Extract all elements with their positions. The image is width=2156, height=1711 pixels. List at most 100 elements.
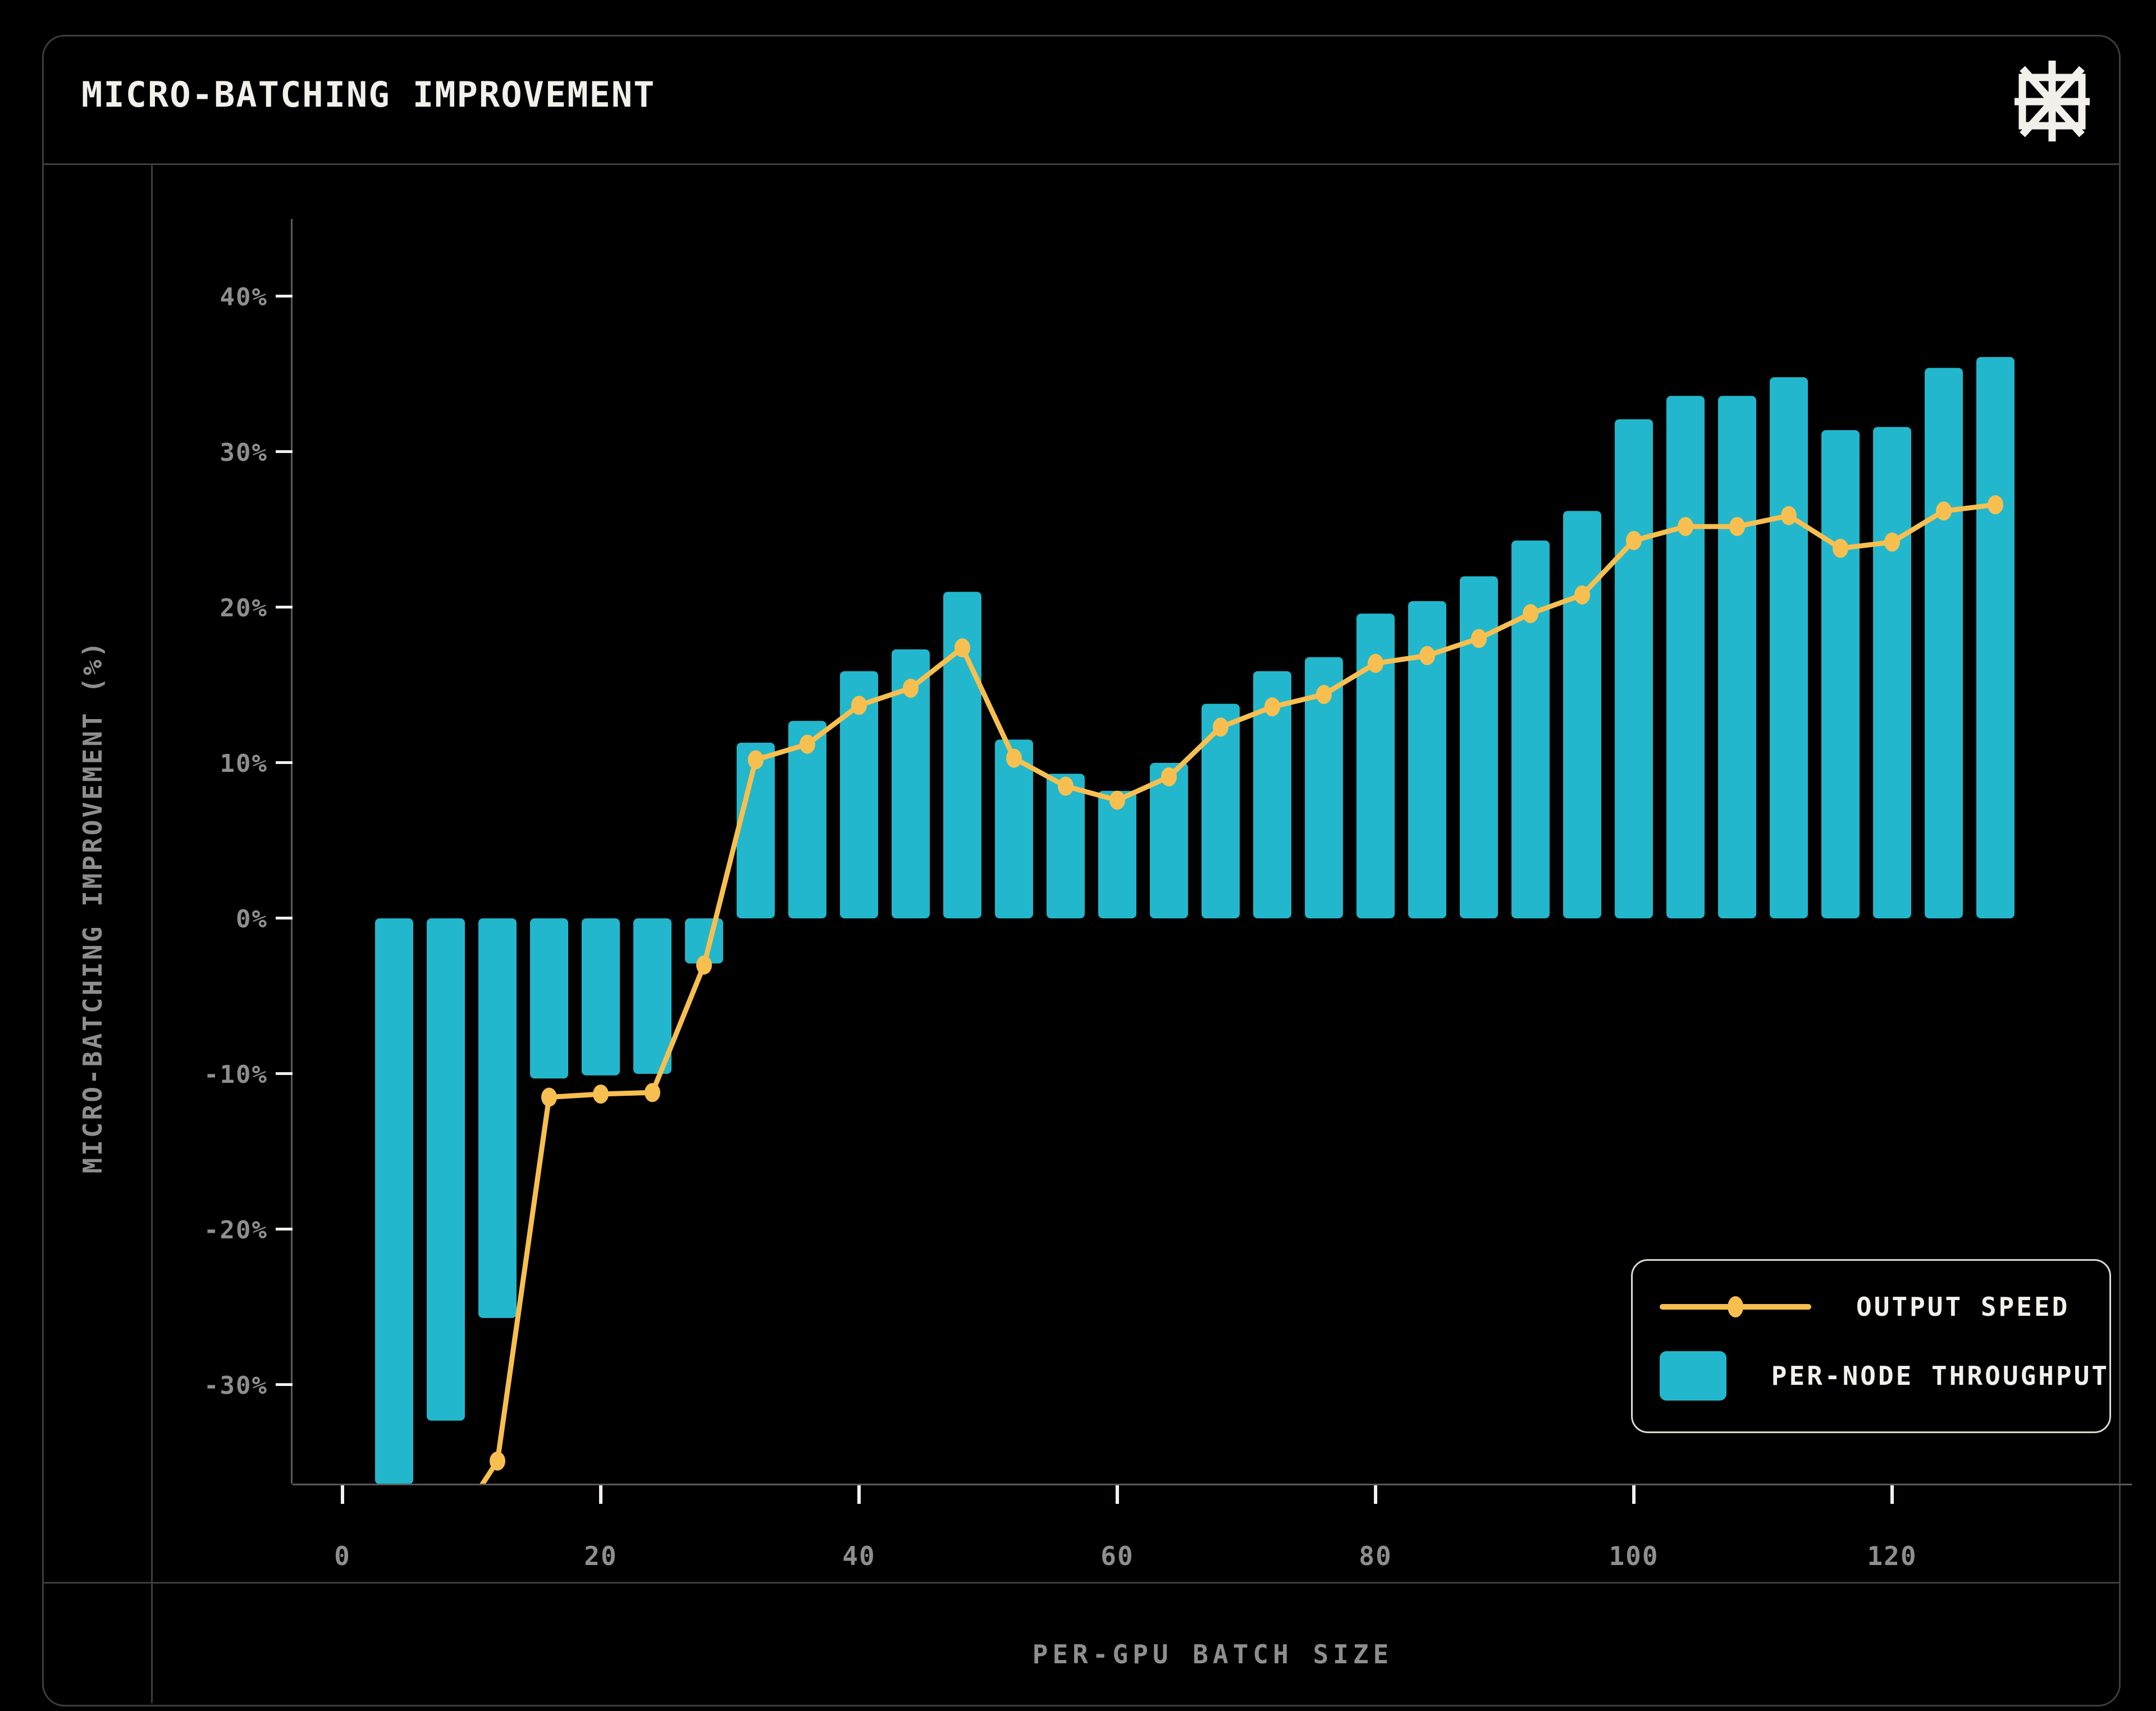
output-speed-point bbox=[1833, 538, 1848, 558]
throughput-bar bbox=[1408, 601, 1446, 918]
y-tick-mark bbox=[276, 761, 293, 764]
output-speed-point bbox=[1626, 530, 1642, 550]
throughput-bar bbox=[582, 918, 620, 1076]
y-tick-label: 0% bbox=[236, 905, 268, 934]
throughput-bar bbox=[1047, 774, 1085, 918]
throughput-bar bbox=[1976, 357, 2015, 918]
throughput-bar bbox=[840, 671, 878, 918]
output-speed-point bbox=[1781, 506, 1797, 525]
throughput-bar bbox=[1563, 511, 1601, 918]
output-speed-point bbox=[954, 638, 970, 658]
y-tick-mark bbox=[276, 1228, 293, 1230]
throughput-bar bbox=[788, 721, 826, 918]
x-tick-label: 60 bbox=[1100, 1541, 1134, 1571]
legend-item-per-node-throughput: PER-NODE THROUGHPUT bbox=[1660, 1351, 2109, 1401]
bar-swatch-icon bbox=[1660, 1351, 1726, 1401]
x-tick-mark bbox=[1116, 1485, 1119, 1504]
output-speed-point bbox=[1109, 790, 1125, 810]
throughput-bars bbox=[375, 357, 2015, 1484]
output-speed-point bbox=[748, 750, 764, 770]
output-speed-point bbox=[1884, 532, 1900, 552]
throughput-bar bbox=[1356, 614, 1395, 918]
throughput-bar bbox=[1821, 430, 1860, 918]
throughput-bar bbox=[1666, 396, 1705, 918]
x-tick-label: 0 bbox=[334, 1541, 351, 1571]
legend: OUTPUT SPEED PER-NODE THROUGHPUT bbox=[1631, 1259, 2111, 1433]
x-axis-spine bbox=[293, 1484, 2132, 1485]
throughput-bar bbox=[1718, 396, 1756, 918]
output-speed-point bbox=[1316, 685, 1332, 704]
output-speed-point bbox=[851, 696, 867, 715]
y-tick-mark bbox=[276, 295, 293, 298]
throughput-bar bbox=[633, 918, 672, 1074]
throughput-bar bbox=[1615, 419, 1653, 918]
throughput-bar bbox=[427, 918, 465, 1421]
x-axis-title: PER-GPU BATCH SIZE bbox=[1032, 1639, 1394, 1669]
y-tick-mark bbox=[276, 450, 293, 453]
y-tick-label: -20% bbox=[204, 1216, 268, 1245]
output-speed-point bbox=[1988, 495, 2003, 515]
output-speed-point bbox=[1264, 697, 1280, 717]
x-tick-mark bbox=[1890, 1485, 1894, 1504]
output-speed-point bbox=[593, 1085, 609, 1104]
output-speed-point bbox=[800, 734, 815, 754]
page-title: MICRO-BATCHING IMPROVEMENT bbox=[81, 74, 656, 115]
y-tick-label: 40% bbox=[220, 283, 268, 312]
y-axis-spine bbox=[291, 219, 293, 1484]
x-tick-label: 20 bbox=[584, 1541, 617, 1571]
y-tick-mark bbox=[276, 1072, 293, 1075]
throughput-bar bbox=[375, 918, 413, 1484]
left-guide-line bbox=[151, 163, 153, 1703]
output-speed-point bbox=[1058, 776, 1074, 796]
x-tick-mark bbox=[341, 1485, 344, 1504]
y-tick-label: -10% bbox=[204, 1060, 268, 1089]
throughput-bar bbox=[1098, 790, 1136, 918]
x-tick-mark bbox=[1632, 1485, 1636, 1504]
throughput-bar bbox=[892, 649, 930, 918]
line-dot-sample-icon bbox=[1660, 1296, 1811, 1317]
asterisk-logo-icon bbox=[2015, 61, 2090, 141]
output-speed-point bbox=[1523, 604, 1538, 624]
x-tick-label: 120 bbox=[1867, 1541, 1917, 1571]
throughput-bar bbox=[1873, 427, 1911, 918]
throughput-bar bbox=[530, 918, 568, 1079]
throughput-bar bbox=[1150, 763, 1188, 918]
x-tick-label: 100 bbox=[1609, 1541, 1659, 1571]
y-tick-label: 20% bbox=[220, 594, 268, 623]
output-speed-point bbox=[1006, 748, 1022, 768]
throughput-bar bbox=[1202, 703, 1240, 918]
output-speed-point bbox=[438, 1531, 454, 1550]
throughput-bar bbox=[1253, 671, 1291, 918]
output-speed-point bbox=[903, 679, 919, 698]
output-speed-point bbox=[645, 1083, 660, 1102]
output-speed-point bbox=[1936, 501, 1952, 521]
output-speed-point bbox=[696, 955, 712, 975]
throughput-bar bbox=[1770, 377, 1808, 918]
throughput-bar bbox=[1925, 368, 1963, 918]
legend-label-per-node-throughput: PER-NODE THROUGHPUT bbox=[1771, 1361, 2109, 1391]
throughput-bar bbox=[1511, 540, 1550, 918]
x-tick-mark bbox=[1374, 1485, 1377, 1504]
output-speed-point bbox=[541, 1087, 557, 1107]
throughput-bar bbox=[737, 742, 775, 918]
legend-item-output-speed: OUTPUT SPEED bbox=[1660, 1292, 2109, 1322]
output-speed-point bbox=[1678, 516, 1693, 536]
bottom-guide-line bbox=[42, 1582, 2121, 1584]
output-speed-point bbox=[1213, 717, 1228, 737]
output-speed-point bbox=[1368, 653, 1383, 673]
output-speed-point bbox=[1471, 629, 1487, 648]
x-tick-mark bbox=[857, 1485, 861, 1504]
y-tick-mark bbox=[276, 1383, 293, 1386]
y-tick-mark bbox=[276, 917, 293, 919]
x-tick-mark bbox=[599, 1485, 602, 1504]
output-speed-point bbox=[1161, 767, 1177, 786]
output-speed-point bbox=[490, 1451, 505, 1471]
x-tick-label: 80 bbox=[1359, 1541, 1392, 1571]
y-tick-label: 30% bbox=[220, 438, 268, 467]
throughput-bar bbox=[995, 739, 1033, 918]
throughput-bar bbox=[1305, 657, 1343, 918]
chart-card bbox=[42, 35, 2121, 1707]
title-divider-line bbox=[42, 163, 2121, 165]
